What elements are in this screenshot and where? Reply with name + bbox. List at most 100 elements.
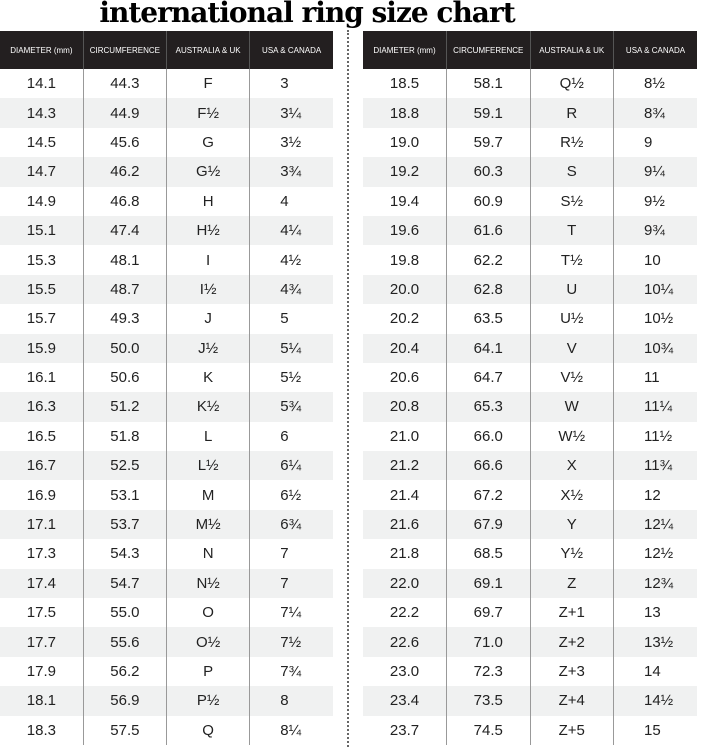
usa-canada-cell: 7 <box>249 568 333 599</box>
table-row: 14.1 44.3 F 3 <box>0 69 333 99</box>
header-australia-uk: AUSTRALIA & UK <box>530 31 614 69</box>
diameter-cell: 20.8 <box>363 392 447 422</box>
usa-canada-cell: 3½ <box>280 133 302 151</box>
circumference-cell: 60.3 <box>446 157 531 187</box>
usa-canada-cell: 4¼ <box>249 215 333 246</box>
table-row: 18.1 56.9 P½ 8 <box>0 686 333 716</box>
australia-uk-cell: Z+1 <box>530 598 614 628</box>
header-circumference: CIRCUMFERENCE <box>446 31 531 69</box>
table-row: 22.0 69.1 Z 12¾ <box>363 568 697 599</box>
circumference-cell: 69.1 <box>446 568 531 599</box>
table-row: 20.8 65.3 W 11¼ <box>363 392 697 422</box>
usa-canada-cell: 7¾ <box>280 663 302 680</box>
circumference-cell: 50.0 <box>83 333 168 363</box>
table-row: 21.2 66.6 X 11¾ <box>363 451 697 481</box>
diameter-cell: 22.6 <box>363 627 447 657</box>
australia-uk-cell: X <box>530 451 614 481</box>
diameter-cell: 20.0 <box>363 274 447 305</box>
australia-uk-cell: V <box>530 333 614 363</box>
australia-uk-cell: P½ <box>166 686 251 716</box>
australia-uk-cell: Z+4 <box>530 686 614 716</box>
circumference-cell: 72.3 <box>446 656 531 687</box>
table-row: 18.8 59.1 R 8¾ <box>363 98 697 128</box>
usa-canada-cell: 3¼ <box>249 98 333 128</box>
circumference-cell: 62.2 <box>446 245 531 275</box>
circumference-cell: 59.7 <box>446 127 531 158</box>
australia-uk-cell: F½ <box>166 98 251 128</box>
australia-uk-cell: V½ <box>530 362 614 393</box>
diameter-cell: 22.2 <box>363 598 447 628</box>
circumference-cell: 54.7 <box>83 568 168 599</box>
diameter-cell: 15.3 <box>0 245 84 275</box>
diameter-cell: 19.2 <box>363 157 447 187</box>
table-row: 16.5 51.8 L 6 <box>0 421 333 452</box>
circumference-cell: 53.7 <box>83 509 168 540</box>
australia-uk-cell: S <box>530 157 614 187</box>
header-australia-uk: AUSTRALIA & UK <box>166 31 251 69</box>
table-row: 14.9 46.8 H 4 <box>0 186 333 216</box>
australia-uk-cell: H½ <box>166 215 251 246</box>
usa-canada-cell: 5¾ <box>249 392 333 422</box>
australia-uk-cell: N½ <box>166 568 251 599</box>
australia-uk-cell: I <box>166 245 251 275</box>
australia-uk-cell: H <box>166 186 251 216</box>
table-row: 18.3 57.5 Q 8¼ <box>0 715 333 745</box>
diameter-cell: 21.0 <box>363 421 447 452</box>
diameter-cell: 20.6 <box>363 362 447 393</box>
circumference-cell: 51.8 <box>83 421 168 452</box>
table-row: 23.0 72.3 Z+3 14 <box>363 656 697 687</box>
australia-uk-cell: W½ <box>530 421 614 452</box>
circumference-cell: 46.2 <box>83 157 168 187</box>
usa-canada-cell: 10 <box>644 251 661 269</box>
australia-uk-cell: T <box>530 215 614 246</box>
australia-uk-cell: Z <box>530 568 614 599</box>
usa-canada-cell: 5 <box>280 310 289 328</box>
circumference-cell: 67.2 <box>446 480 531 510</box>
australia-uk-cell: J½ <box>166 333 251 363</box>
diameter-cell: 17.1 <box>0 509 84 540</box>
circumference-cell: 61.6 <box>446 215 531 246</box>
circumference-cell: 56.9 <box>83 686 168 716</box>
circumference-cell: 47.4 <box>83 215 168 246</box>
table-row: 22.6 71.0 Z+2 13½ <box>363 627 697 657</box>
header-row: DIAMETER (mm) CIRCUMFERENCE AUSTRALIA & … <box>363 31 697 69</box>
table-row: 23.4 73.5 Z+4 14½ <box>363 686 697 716</box>
usa-canada-cell: 4½ <box>280 251 302 269</box>
diameter-cell: 21.8 <box>363 539 447 569</box>
usa-canada-cell: 7½ <box>249 627 333 657</box>
circumference-cell: 60.9 <box>446 186 531 216</box>
table-row: 14.3 44.9 F½ 3¼ <box>0 98 333 128</box>
table-row: 17.3 54.3 N 7 <box>0 539 333 569</box>
circumference-cell: 71.0 <box>446 627 531 657</box>
usa-canada-cell: 6¾ <box>249 509 333 540</box>
circumference-cell: 55.0 <box>83 598 168 628</box>
usa-canada-cell: 8½ <box>644 75 665 93</box>
usa-canada-cell: 3 <box>280 75 289 93</box>
table-row: 19.0 59.7 R½ 9 <box>363 127 697 158</box>
circumference-cell: 44.3 <box>83 69 168 99</box>
usa-canada-cell: 8¾ <box>613 98 697 128</box>
circumference-cell: 74.5 <box>446 715 531 745</box>
australia-uk-cell: O <box>166 598 251 628</box>
diameter-cell: 17.9 <box>0 656 84 687</box>
circumference-cell: 66.0 <box>446 421 531 452</box>
circumference-cell: 63.5 <box>446 304 531 334</box>
diameter-cell: 19.0 <box>363 127 447 158</box>
diameter-cell: 19.4 <box>363 186 447 216</box>
diameter-cell: 14.9 <box>0 186 84 216</box>
diameter-cell: 14.7 <box>0 157 84 187</box>
diameter-cell: 17.7 <box>0 627 84 657</box>
usa-canada-cell: 9¾ <box>613 215 697 246</box>
dotted-divider <box>347 30 349 747</box>
table-row: 19.8 62.2 T½ 10 <box>363 245 697 275</box>
table-row: 20.0 62.8 U 10¼ <box>363 274 697 305</box>
australia-uk-cell: L <box>166 421 251 452</box>
usa-canada-cell: 4¾ <box>249 274 333 305</box>
usa-canada-cell: 11¾ <box>613 451 697 481</box>
table-row: 21.6 67.9 Y 12¼ <box>363 509 697 540</box>
table-row: 15.7 49.3 J 5 <box>0 304 333 334</box>
australia-uk-cell: N <box>166 539 251 569</box>
header-usa-canada: USA & CANADA <box>249 31 333 69</box>
usa-canada-cell: 12¾ <box>613 568 697 599</box>
circumference-cell: 65.3 <box>446 392 531 422</box>
